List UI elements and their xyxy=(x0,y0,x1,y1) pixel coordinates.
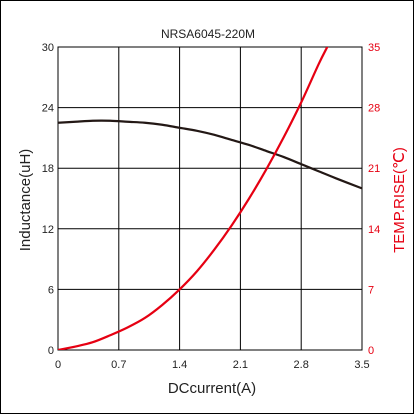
y-right-tick-label: 14 xyxy=(368,224,380,236)
y-left-tick-label: 24 xyxy=(42,103,54,115)
y-right-tick-label: 28 xyxy=(368,103,380,115)
grid xyxy=(57,46,363,351)
y-left-tick-label: 0 xyxy=(48,345,54,357)
series-layer xyxy=(58,47,362,350)
y-left-tick-label: 12 xyxy=(42,224,54,236)
x-axis-label: DCcurrent(A) xyxy=(168,380,256,397)
y-axis-left-label: Inductance(uH) xyxy=(17,149,34,252)
y-right-tick-label: 0 xyxy=(368,345,374,357)
x-tick-label: 2.1 xyxy=(233,359,248,371)
x-tick-label: 0.7 xyxy=(111,359,126,371)
x-tick-label: 0 xyxy=(55,359,61,371)
plot-border xyxy=(57,46,363,351)
inductance-series-line xyxy=(58,119,362,190)
x-tick-label: 3.5 xyxy=(354,359,369,371)
x-tick-label: 1.4 xyxy=(172,359,187,371)
temp-rise-series-line xyxy=(58,47,329,350)
tick-labels: 0 0.7 1.4 2.1 2.8 3.5 0 6 12 18 24 30 0 7 14 21 28 35 xyxy=(42,42,381,371)
x-tick-label: 2.8 xyxy=(294,359,309,371)
y-right-tick-label: 35 xyxy=(368,42,380,54)
y-left-tick-label: 6 xyxy=(48,284,54,296)
y-left-tick-label: 30 xyxy=(42,42,54,54)
chart-title: NRSA6045-220M xyxy=(161,27,255,41)
y-right-tick-label: 21 xyxy=(368,163,380,175)
y-right-tick-label: 7 xyxy=(368,284,374,296)
y-axis-right-label: TEMP.RISE(℃) xyxy=(391,147,408,253)
y-left-tick-label: 18 xyxy=(42,163,54,175)
